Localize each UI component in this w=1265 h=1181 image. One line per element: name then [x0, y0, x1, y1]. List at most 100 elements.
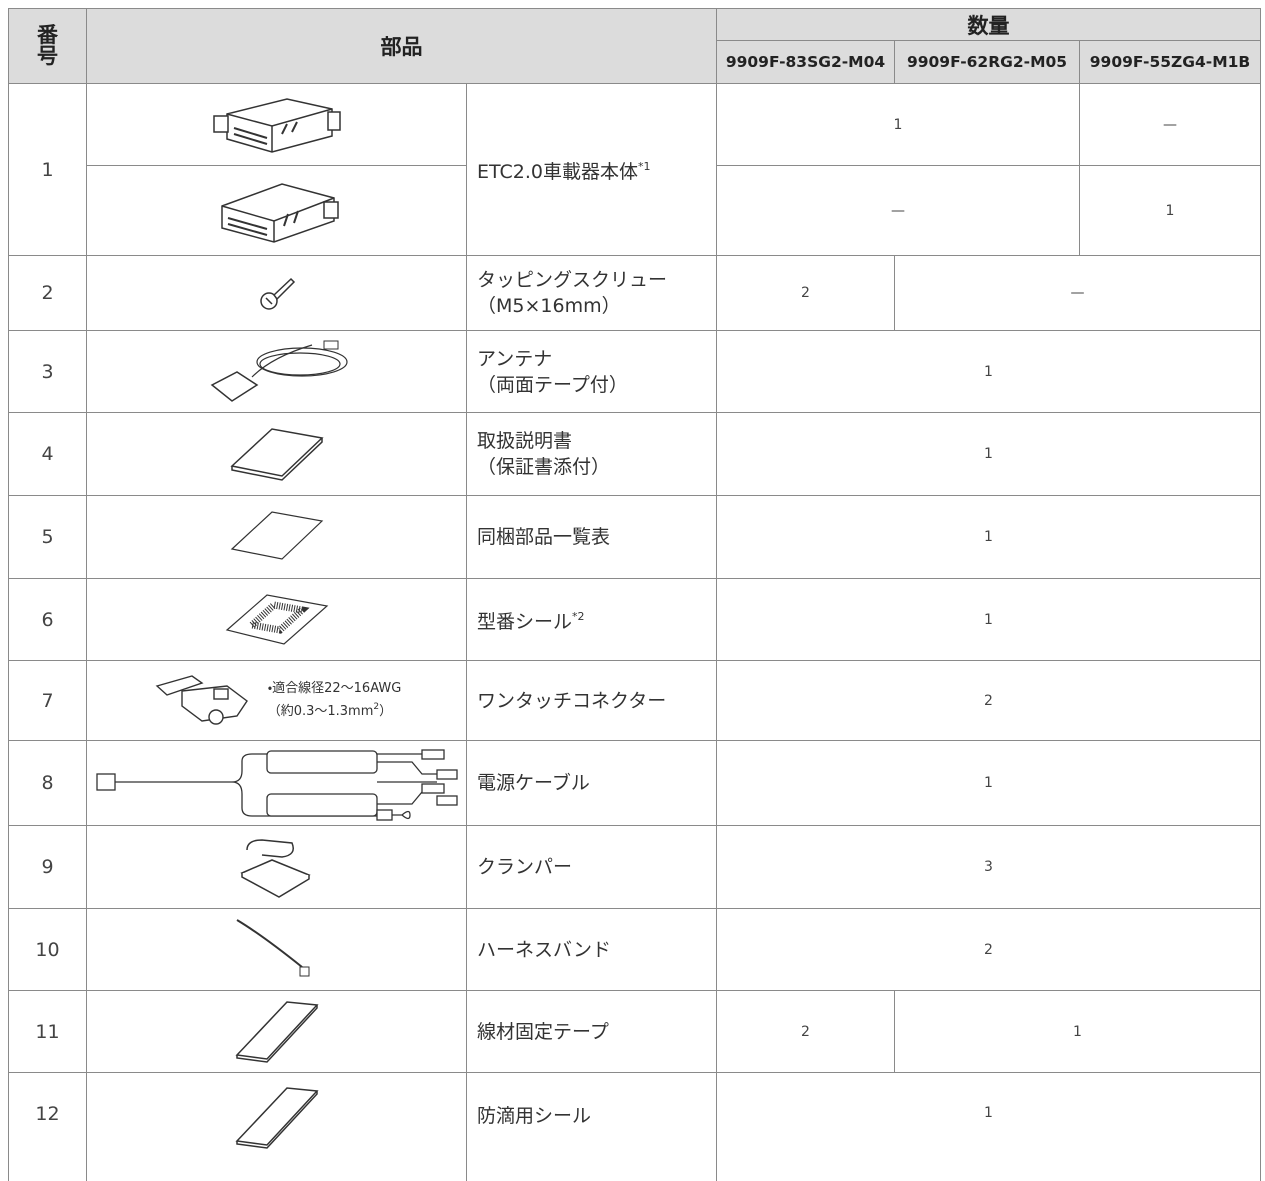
power-cable-icon — [95, 748, 458, 821]
quantity: 1 — [715, 330, 1262, 413]
row: 10 ハーネスバンド 2 — [8, 908, 1262, 991]
header-row: 番号 部品 数量 — [8, 8, 1262, 84]
row-number: 7 — [8, 660, 87, 741]
quantity: 1 — [1078, 165, 1262, 256]
etc-unit-icon — [220, 182, 339, 243]
image-cell — [86, 83, 467, 166]
row: 1 ETC2.0車載器本体*1 1 — — [8, 83, 1262, 256]
quantity: 1 — [715, 412, 1262, 496]
quantity: 1 — [715, 578, 1262, 661]
part-name: クランパー — [466, 825, 717, 909]
image-cell: ・適合線径22〜16AWG （約0.3〜1.3mm2） — [86, 660, 467, 741]
part-name-text: ETC2.0車載器本体 — [477, 161, 638, 183]
image-cell — [86, 740, 467, 826]
part-name-text: 電源ケーブル — [477, 772, 590, 794]
superscript: 2 — [373, 702, 380, 712]
footnote-mark: *1 — [637, 160, 651, 173]
part-name: 線材固定テープ — [466, 990, 717, 1073]
part-name: 取扱説明書 （保証書添付） — [466, 412, 717, 496]
header-cell: 部品 — [86, 8, 717, 84]
connector-icon — [155, 674, 248, 725]
image-cell — [86, 1072, 467, 1181]
part-name: ハーネスバンド — [466, 908, 717, 991]
manual-icon — [229, 428, 324, 481]
footnote-mark: *2 — [572, 610, 585, 623]
part-name-sub: （両面テープ付） — [477, 373, 628, 396]
part-name: 同梱部品一覧表 — [466, 495, 717, 579]
part-name-text: 同梱部品一覧表 — [477, 526, 611, 548]
quantity: — — [1078, 83, 1262, 166]
part-name: 電源ケーブル — [466, 740, 717, 826]
quantity: — — [716, 165, 1080, 256]
parts-table: 番号 部品 数量 9909F-83SG2-M04 9909F-62RG2-M05… — [8, 8, 1262, 1181]
clamper-icon — [239, 838, 311, 898]
row: 4 取扱説明書 （保証書添付） 1 — [8, 412, 1262, 496]
wire-note-end: ） — [379, 704, 393, 719]
part-name-text: ワンタッチコネクター — [477, 689, 667, 712]
part-name: 防滴用シール — [466, 1072, 717, 1181]
quantity: 2 — [716, 990, 895, 1073]
row: 11 線材固定テープ 2 1 — [8, 990, 1262, 1073]
header-text: 番号 — [37, 22, 58, 68]
part-name: 型番シール*2 — [466, 578, 717, 661]
etc-unit-icon — [212, 97, 341, 153]
image-cell — [86, 578, 467, 661]
row-number: 8 — [8, 740, 87, 826]
header-row: 9909F-83SG2-M04 9909F-62RG2-M05 9909F-55… — [9, 40, 1262, 84]
wire-note-line: ・適合線径22〜16AWG — [267, 681, 402, 696]
part-name-text: アンテナ — [477, 347, 553, 370]
quantity: 2 — [715, 660, 1262, 741]
row-number: 10 — [8, 908, 87, 991]
seal-icon — [234, 1087, 319, 1149]
part-name: ETC2.0車載器本体*1 — [466, 83, 717, 256]
part-name-text: 型番シール — [477, 611, 573, 633]
part-name-text: クランパー — [477, 856, 573, 878]
quantity: 1 — [715, 740, 1262, 826]
row: 2 タッピングスクリュー （M5×16mm） 2 — — [8, 255, 1262, 331]
model-header: 9909F-62RG2-M05 — [894, 40, 1080, 84]
part-name-text: 取扱説明書 — [477, 430, 573, 452]
quantity: 1 — [893, 990, 1262, 1073]
part-name-text: タッピングスクリュー — [477, 269, 668, 291]
quantity: 1 — [715, 1072, 1262, 1181]
label-sticker-icon — [225, 593, 328, 645]
row-number: 2 — [8, 255, 87, 331]
image-cell — [86, 908, 467, 991]
row-number: 11 — [8, 990, 87, 1073]
image-cell — [86, 165, 467, 256]
model-header: 9909F-83SG2-M04 — [716, 40, 895, 84]
image-cell — [86, 825, 467, 909]
model-header: 9909F-55ZG4-M1B — [1078, 40, 1262, 84]
sheet-icon — [230, 511, 323, 560]
image-cell — [86, 330, 467, 413]
row-number: 4 — [8, 412, 87, 496]
part-name-text: 防滴用シール — [477, 1105, 592, 1127]
quantity: 1 — [716, 83, 1080, 166]
row-number: 6 — [8, 578, 87, 661]
part-name-sub: （保証書添付） — [477, 456, 611, 478]
quantity: — — [893, 255, 1262, 331]
row: 6 型番シール*2 1 — [8, 578, 1262, 661]
quantity: 2 — [716, 255, 895, 331]
wire-note: ・適合線径22〜16AWG （約0.3〜1.3mm2） — [268, 680, 402, 721]
row-number: 3 — [8, 330, 87, 413]
row: 3 アンテナ （両面テープ付） 1 — [8, 330, 1262, 413]
row: — 1 — [9, 165, 1262, 256]
screw-icon — [259, 277, 295, 310]
part-name-text: ハーネスバンド — [477, 938, 611, 961]
image-cell — [86, 990, 467, 1073]
row: 12 防滴用シール 1 — [8, 1072, 1262, 1181]
row: 9 クランパー 3 — [8, 825, 1262, 909]
quantity: 3 — [715, 825, 1262, 909]
harness-band-icon — [235, 918, 309, 976]
row-number: 5 — [8, 495, 87, 579]
part-name-sub: （M5×16mm） — [477, 295, 621, 317]
image-cell — [86, 255, 467, 331]
row: 8 電源ケーブル 1 — [8, 740, 1262, 826]
part-name-text: 線材固定テープ — [477, 1020, 609, 1043]
part-name: アンテナ （両面テープ付） — [466, 330, 717, 413]
row: 5 同梱部品一覧表 1 — [8, 495, 1262, 579]
header-cell: 数量 — [715, 8, 1262, 41]
row-number: 12 — [8, 1072, 87, 1181]
